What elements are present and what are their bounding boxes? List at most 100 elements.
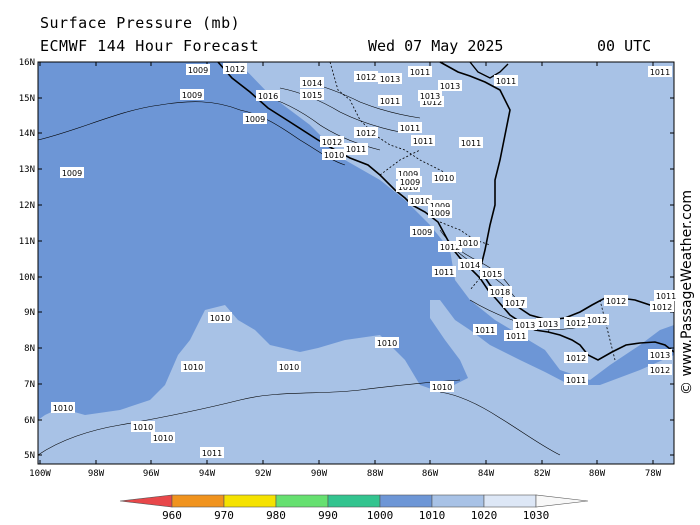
svg-text:1009: 1009 <box>182 91 202 100</box>
lat-label-11N: 11N <box>19 237 35 247</box>
svg-text:1011: 1011 <box>202 449 222 458</box>
isobar-label: 1013 <box>378 73 402 84</box>
forecast-utc: 00 UTC <box>597 37 652 55</box>
colorbar-label-990: 990 <box>318 509 338 522</box>
map-title: Surface Pressure (mb) <box>40 14 241 32</box>
isobar-label: 1011 <box>344 143 368 154</box>
pressure-colorbar: 960 970 980 990 1000 1010 1020 1030 <box>119 494 589 522</box>
colorbar-label-1020: 1020 <box>471 509 498 522</box>
colorbar-segment <box>223 494 277 508</box>
isobar-label: 1012 <box>650 301 674 312</box>
isobar-label: 1011 <box>398 122 422 133</box>
isobar-label: 1011 <box>654 290 678 301</box>
zone-1000-1010 <box>38 62 674 420</box>
isobar-label: 1013 <box>648 349 672 360</box>
svg-text:1011: 1011 <box>410 68 430 77</box>
isobar-label: 1011 <box>564 374 588 385</box>
isobar-label: 1009 <box>180 89 204 100</box>
svg-text:1015: 1015 <box>302 91 322 100</box>
colorbar-arrow-low <box>119 494 173 508</box>
svg-text:1011: 1011 <box>346 145 366 154</box>
latitude-labels: 16N 15N 14N 13N 12N 11N 10N 9N 8N 7N 6N 5N <box>19 58 35 461</box>
isobar-label: 1009 <box>428 200 452 211</box>
isobar-labels: 1009100910091009101210141015101610131012… <box>51 63 678 458</box>
isobar-label: 1012 <box>354 127 378 138</box>
isobar-label: 1010 <box>408 195 432 206</box>
svg-text:1011: 1011 <box>566 376 586 385</box>
svg-text:1013: 1013 <box>420 92 440 101</box>
svg-text:1017: 1017 <box>505 299 525 308</box>
isobar-label: 1010 <box>322 149 346 160</box>
svg-text:1011: 1011 <box>434 268 454 277</box>
colorbar-label-970: 970 <box>214 509 234 522</box>
isobar-label: 1015 <box>300 89 324 100</box>
lon-label-92W: 92W <box>255 469 272 479</box>
isobar-label: 1011 <box>459 137 483 148</box>
isobar-label: 1015 <box>480 268 504 279</box>
svg-text:1012: 1012 <box>356 129 376 138</box>
watermark-text: © www.PassageWeather.com <box>679 189 695 395</box>
svg-text:1012: 1012 <box>566 354 586 363</box>
colorbar-segment <box>431 494 485 508</box>
colorbar-label-1010: 1010 <box>419 509 446 522</box>
svg-text:1010: 1010 <box>377 339 397 348</box>
lon-label-94W: 94W <box>199 469 216 479</box>
svg-text:1009: 1009 <box>245 115 265 124</box>
svg-text:1016: 1016 <box>258 92 278 101</box>
isobar-label: 1011 <box>504 330 528 341</box>
isobar-label: 1010 <box>151 432 175 443</box>
coastline-yucatan <box>469 61 509 79</box>
svg-text:1010: 1010 <box>183 363 203 372</box>
svg-text:1011: 1011 <box>475 326 495 335</box>
svg-text:1012: 1012 <box>650 366 670 375</box>
lat-label-10N: 10N <box>19 273 35 283</box>
isobar-label: 1011 <box>378 95 402 106</box>
svg-text:1013: 1013 <box>515 321 535 330</box>
lat-label-6N: 6N <box>24 416 35 426</box>
isobar-label: 1009 <box>186 64 210 75</box>
colorbar-segment <box>483 494 537 508</box>
isobar-label: 1017 <box>503 297 527 308</box>
svg-text:1012: 1012 <box>587 316 607 325</box>
svg-text:1009: 1009 <box>188 66 208 75</box>
lon-label-80W: 80W <box>589 469 606 479</box>
svg-text:1012: 1012 <box>652 303 672 312</box>
isobar-label: 1016 <box>256 90 280 101</box>
isobar-label: 1010 <box>432 172 456 183</box>
lat-label-9N: 9N <box>24 308 35 318</box>
svg-text:1014: 1014 <box>302 79 322 88</box>
colorbar-arrow-high <box>535 494 589 508</box>
isobar-label: 1009 <box>410 226 434 237</box>
lat-label-15N: 15N <box>19 94 35 104</box>
svg-text:1012: 1012 <box>225 65 245 74</box>
lat-label-12N: 12N <box>19 201 35 211</box>
svg-text:1011: 1011 <box>656 292 676 301</box>
colorbar-segment <box>275 494 329 508</box>
isobar-label: 1011 <box>411 135 435 146</box>
isobar-label: 1013 <box>513 319 537 330</box>
svg-text:1011: 1011 <box>496 77 516 86</box>
isobar-label: 1011 <box>408 66 432 77</box>
svg-text:1010: 1010 <box>432 383 452 392</box>
svg-text:1010: 1010 <box>133 423 153 432</box>
isobar-label: 1012 <box>585 314 609 325</box>
lon-label-82W: 82W <box>534 469 551 479</box>
isobar-label: 1010 <box>181 361 205 372</box>
isobar-label: 1010 <box>51 402 75 413</box>
lat-label-13N: 13N <box>19 165 35 175</box>
svg-text:1010: 1010 <box>324 151 344 160</box>
lon-label-96W: 96W <box>143 469 160 479</box>
svg-text:1011: 1011 <box>506 332 526 341</box>
lon-label-86W: 86W <box>422 469 439 479</box>
map-subtitle: ECMWF 144 Hour Forecast <box>40 37 260 55</box>
lon-label-78W: 78W <box>645 469 662 479</box>
lat-label-5N: 5N <box>24 451 35 461</box>
isobar-label: 1012 <box>223 63 247 74</box>
svg-text:1014: 1014 <box>460 261 480 270</box>
longitude-labels: 100W 98W 96W 94W 92W 90W 88W 86W 84W 82W 80W 78W <box>29 469 662 479</box>
svg-text:1010: 1010 <box>210 314 230 323</box>
svg-text:1010: 1010 <box>410 197 430 206</box>
isobar-label: 1012 <box>648 364 672 375</box>
isobar-label: 1009 <box>428 207 452 218</box>
